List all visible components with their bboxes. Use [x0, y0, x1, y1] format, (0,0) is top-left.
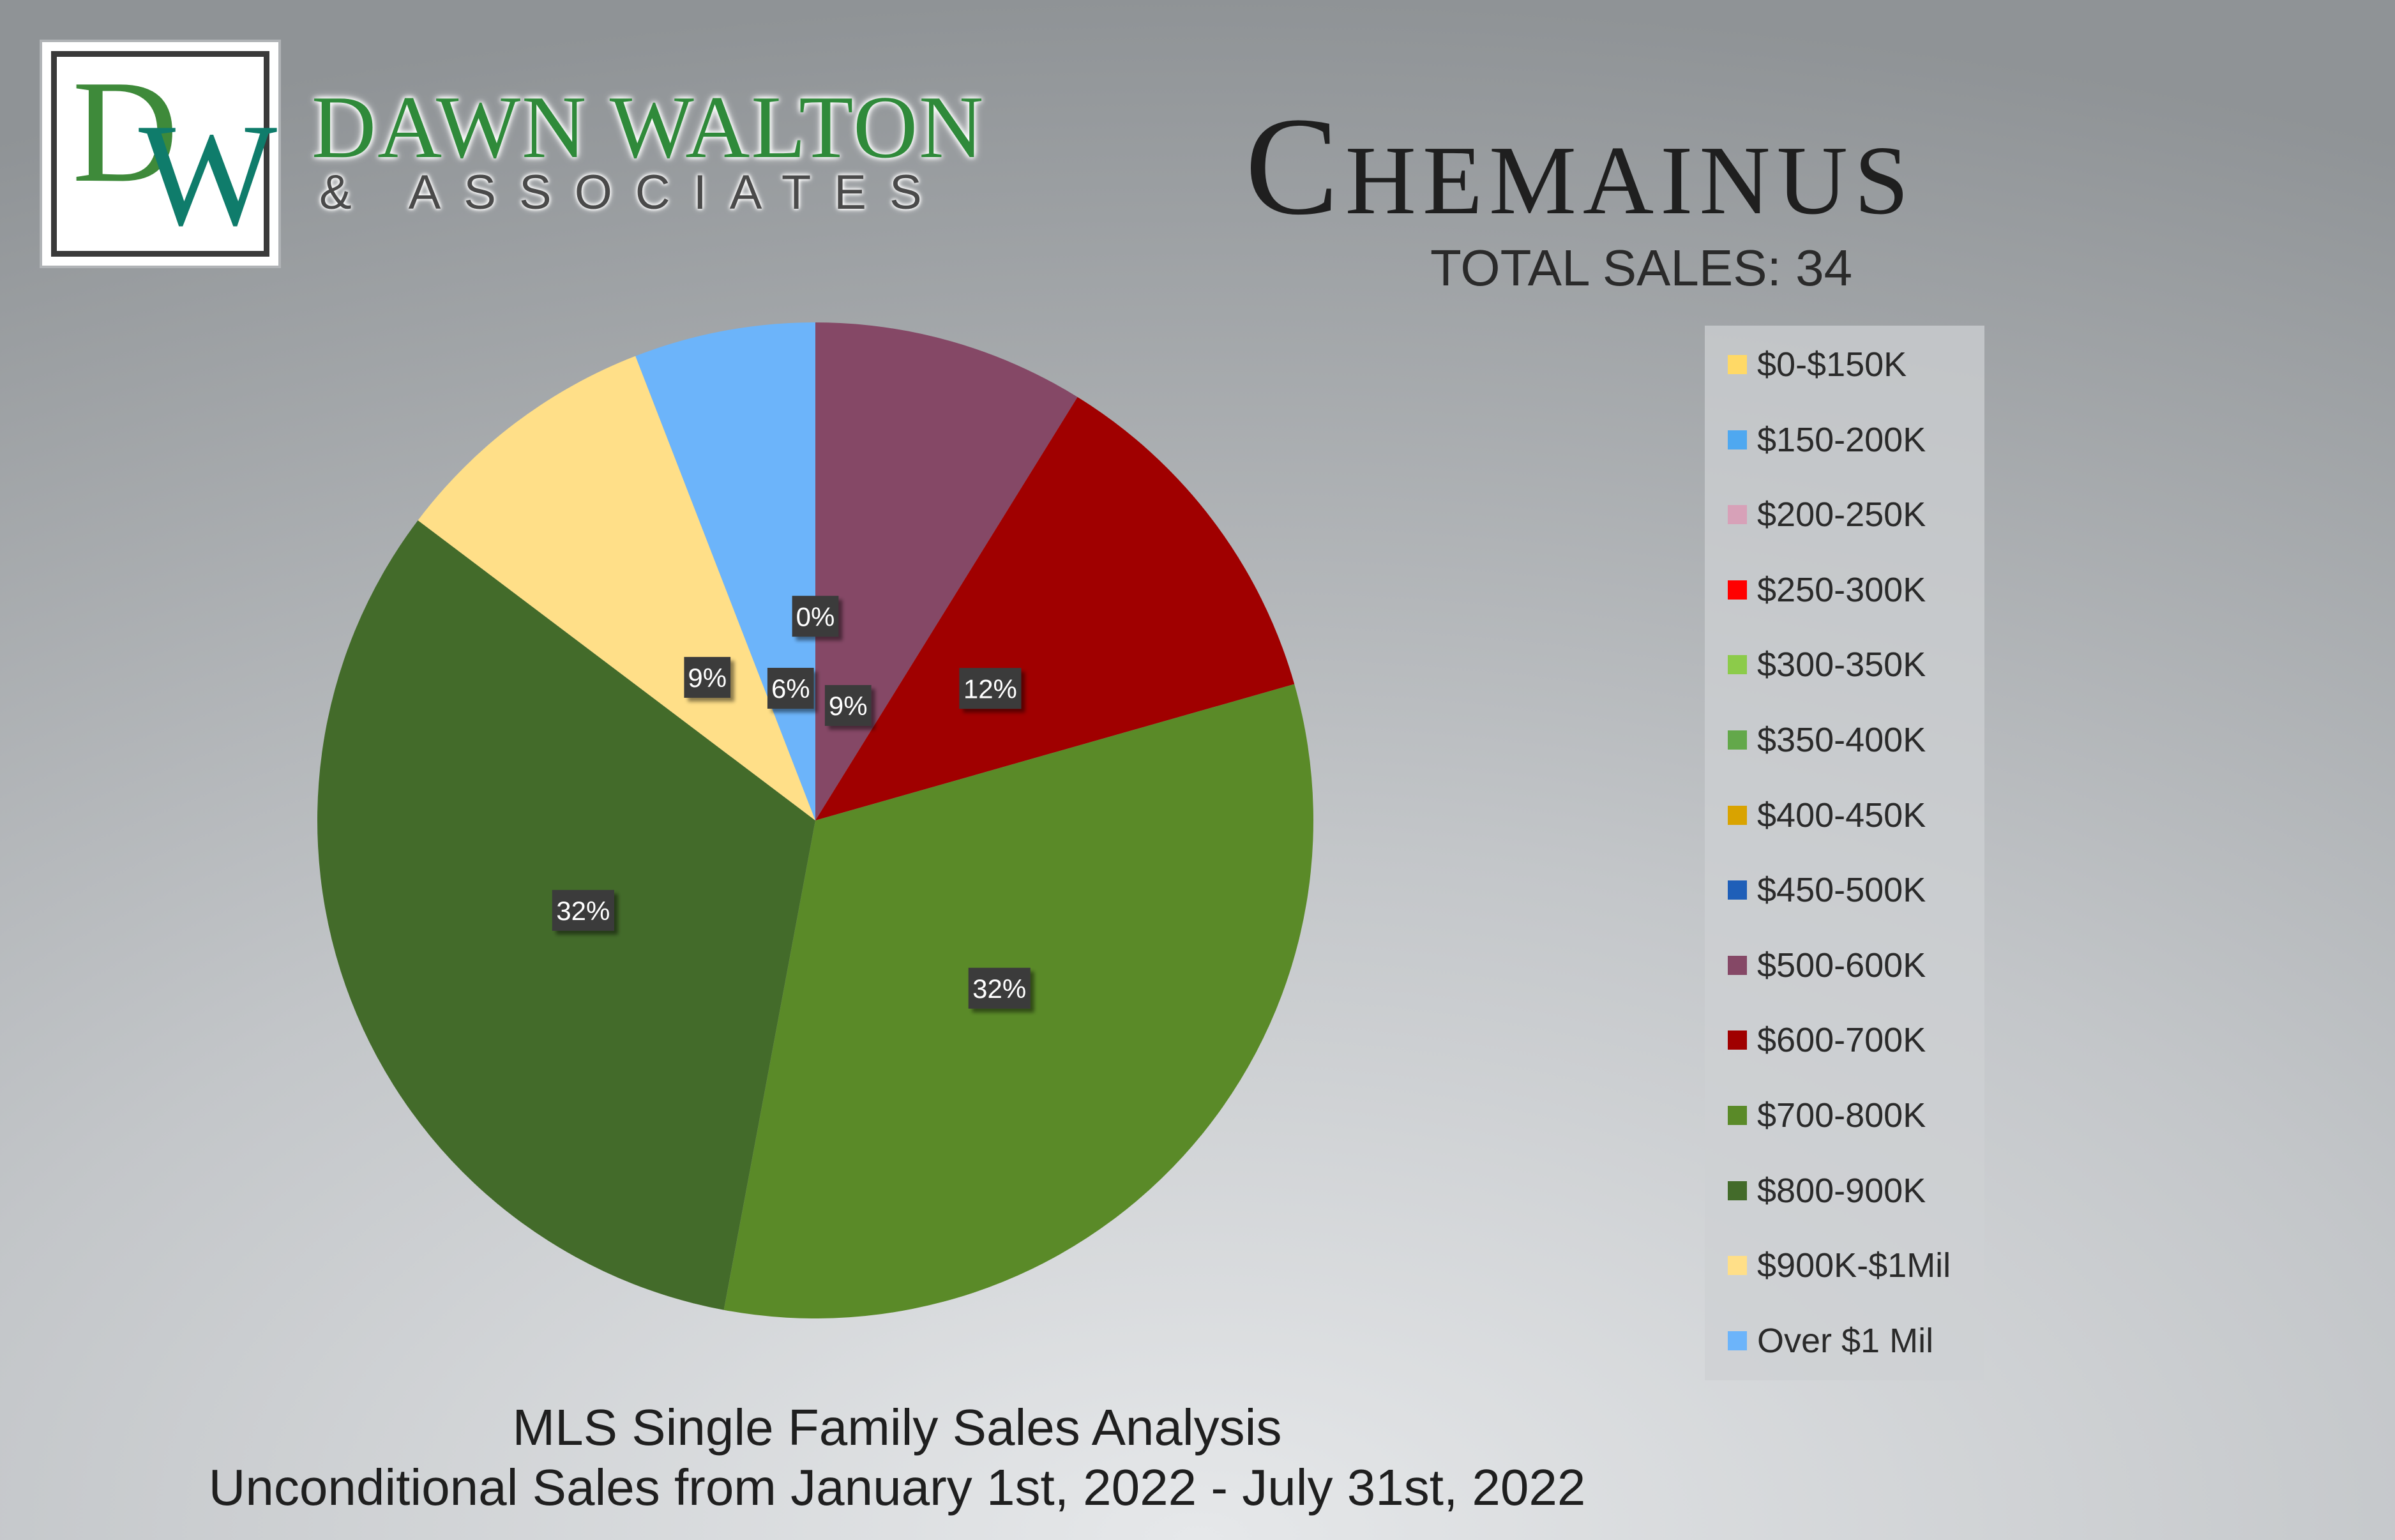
legend-swatch	[1728, 655, 1747, 675]
legend-swatch	[1728, 955, 1747, 975]
svg-text:9%: 9%	[829, 691, 868, 721]
data-label-over-1-mil: 6%	[767, 667, 814, 709]
legend-swatch	[1728, 1256, 1747, 1276]
legend-label: $800-900K	[1757, 1171, 1926, 1210]
pie-slice-600-700k	[815, 396, 1295, 820]
legend-item-0-150k: $0-$150K	[1728, 342, 1907, 387]
legend-swatch	[1728, 1030, 1747, 1050]
pie-data-labels: 0% 9% 12% 32% 32% 9% 6%	[552, 596, 1031, 1009]
legend-item-900k-1mil: $900K-$1Mil	[1728, 1243, 1951, 1288]
brand-name: DAWN WALTON	[312, 78, 985, 177]
footer-subtitle: Unconditional Sales from January 1st, 20…	[208, 1459, 1586, 1516]
legend-label: $350-400K	[1757, 721, 1926, 759]
legend-label: $400-450K	[1757, 796, 1926, 834]
legend-item-600-700k: $600-700K	[1728, 1018, 1926, 1062]
total-sales: TOTAL SALES: 34	[1430, 239, 1853, 296]
brand-logo: D W	[40, 40, 281, 268]
legend-swatch	[1728, 1106, 1747, 1125]
legend-label: $0-$150K	[1757, 345, 1907, 384]
legend-item-450-500k: $450-500K	[1728, 868, 1926, 912]
legend-item-300-350k: $300-350K	[1728, 642, 1926, 687]
legend-label: $150-200K	[1757, 420, 1926, 459]
data-label-700-800k: 32%	[968, 967, 1031, 1009]
logo-letter-d: D	[72, 50, 179, 213]
legend-swatch	[1728, 805, 1747, 825]
data-label-500-600k: 9%	[824, 684, 872, 726]
logo-letter-w: W	[139, 93, 278, 256]
svg-text:12%: 12%	[963, 674, 1017, 704]
pie-slices	[317, 322, 1313, 1318]
legend-swatch	[1728, 1331, 1747, 1350]
brand-subtitle: & ASSOCIATES	[319, 165, 945, 220]
footer-title: MLS Single Family Sales Analysis	[512, 1399, 1282, 1456]
legend-item-800-900k: $800-900K	[1728, 1168, 1926, 1213]
chart-title: Chemainus	[1245, 88, 1915, 244]
legend-label: $250-300K	[1757, 570, 1926, 609]
legend-item-700-800k: $700-800K	[1728, 1093, 1926, 1138]
legend-label: $500-600K	[1757, 946, 1926, 985]
svg-text:0%: 0%	[796, 601, 835, 631]
legend-swatch	[1728, 355, 1747, 374]
svg-text:6%: 6%	[771, 674, 810, 704]
legend-swatch	[1728, 580, 1747, 600]
legend-item-250-300k: $250-300K	[1728, 568, 1926, 612]
data-label-900k-1mil: 9%	[684, 656, 731, 698]
data-label-800-900k: 32%	[552, 889, 614, 931]
logo-frame: D W	[51, 50, 277, 257]
svg-text:32%: 32%	[972, 974, 1026, 1004]
legend-item-350-400k: $350-400K	[1728, 718, 1926, 762]
legend-swatch	[1728, 430, 1747, 449]
legend-item-over-1-mil: Over $1 Mil	[1728, 1318, 1933, 1363]
legend-label: $600-700K	[1757, 1021, 1926, 1060]
legend-swatch	[1728, 880, 1747, 900]
legend-swatch	[1728, 505, 1747, 525]
pie-slice-900k-1mil	[418, 356, 815, 820]
legend-swatch	[1728, 1181, 1747, 1200]
legend-item-500-600k: $500-600K	[1728, 943, 1926, 988]
legend-label: $700-800K	[1757, 1096, 1926, 1135]
legend-label: $450-500K	[1757, 871, 1926, 910]
legend-label: $200-250K	[1757, 495, 1926, 534]
chart-legend: $0-$150K $150-200K $200-250K $250-300K $300-…	[1705, 326, 1984, 1380]
pie-slice-500-600k	[815, 322, 1078, 820]
data-label-600-700k: 12%	[959, 668, 1022, 709]
legend-label: $300-350K	[1757, 645, 1926, 684]
svg-text:32%: 32%	[556, 896, 610, 926]
legend-swatch	[1728, 730, 1747, 750]
legend-label: Over $1 Mil	[1757, 1321, 1934, 1360]
legend-item-200-250k: $200-250K	[1728, 492, 1926, 537]
legend-item-400-450k: $400-450K	[1728, 793, 1926, 838]
svg-text:9%: 9%	[688, 663, 727, 693]
data-label-450-500k: 0%	[792, 596, 839, 637]
legend-label: $900K-$1Mil	[1757, 1246, 1951, 1285]
legend-item-150-200k: $150-200K	[1728, 418, 1926, 462]
